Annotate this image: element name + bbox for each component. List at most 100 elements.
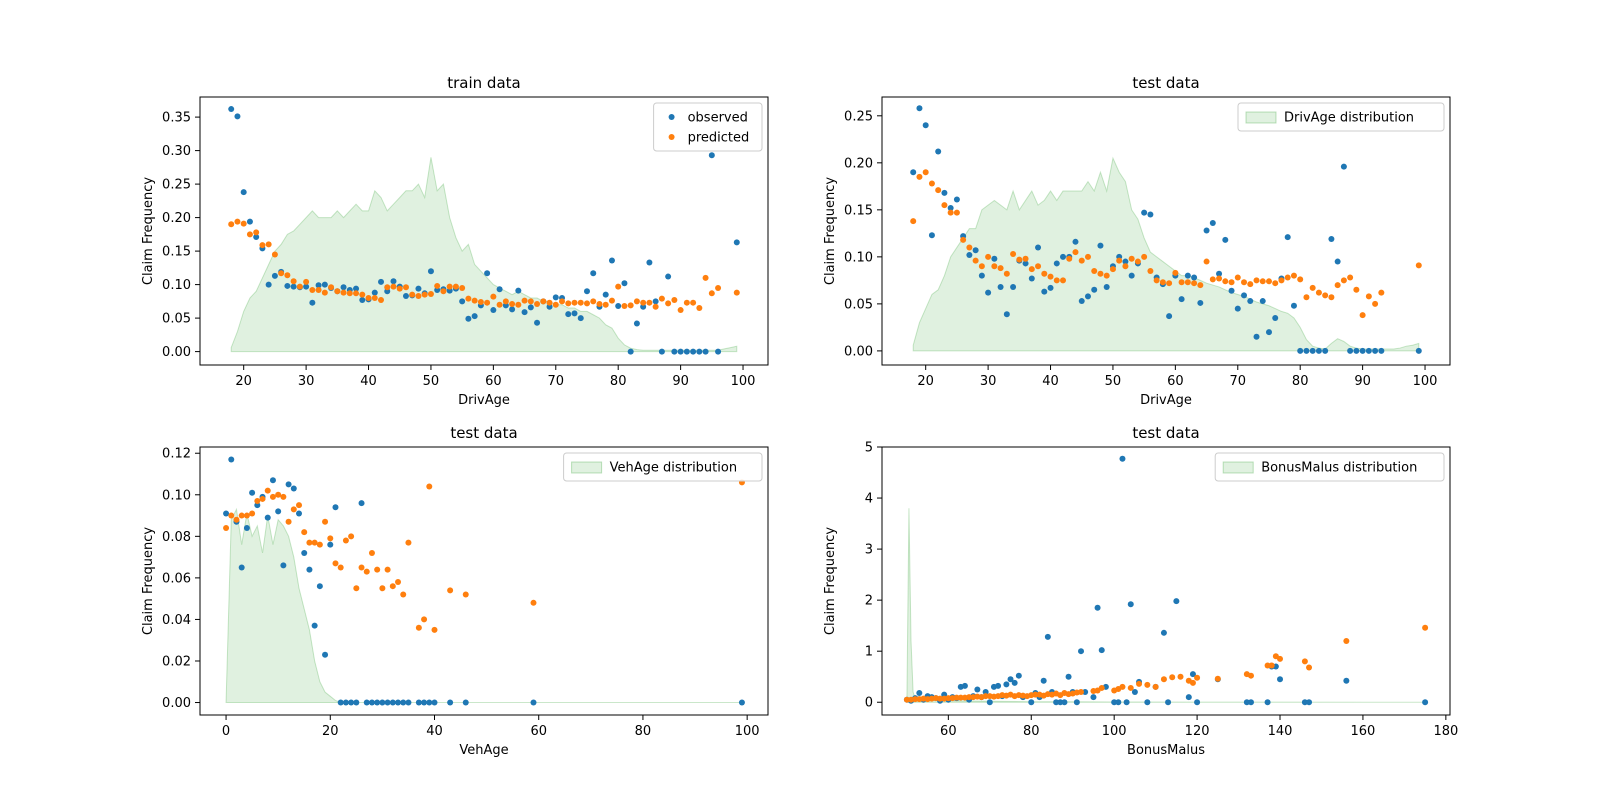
predicted-point xyxy=(322,518,329,525)
observed-point xyxy=(947,204,954,211)
predicted-point xyxy=(1214,675,1221,682)
observed-point xyxy=(1322,347,1329,354)
observed-point xyxy=(395,699,402,706)
observed-point xyxy=(521,309,528,316)
predicted-point xyxy=(415,292,422,299)
predicted-point xyxy=(1277,655,1284,662)
observed-point xyxy=(228,106,235,113)
observed-point xyxy=(280,562,287,569)
observed-point xyxy=(358,500,365,507)
observed-point xyxy=(275,508,282,515)
y-tick-label: 0.10 xyxy=(162,488,191,503)
y-tick-label: 0.05 xyxy=(844,297,873,312)
predicted-point xyxy=(284,272,291,279)
predicted-point xyxy=(903,696,910,703)
predicted-point xyxy=(953,694,960,701)
chart-panel-test-drivage: 20 30 40 50 60 70 80 90 100 0.00 0.05 0.10 0.15 0.20 0… xyxy=(823,74,1451,408)
observed-point xyxy=(1284,234,1291,241)
legend-label: BonusMalus distribution xyxy=(1261,461,1417,476)
legend-label: DrivAge distribution xyxy=(1284,111,1414,126)
predicted-point xyxy=(223,525,230,532)
observed-point xyxy=(1272,314,1279,321)
predicted-point xyxy=(1003,270,1010,277)
observed-point xyxy=(1060,253,1067,260)
observed-point xyxy=(1065,673,1072,680)
predicted-point xyxy=(1035,263,1042,270)
predicted-point xyxy=(332,560,339,567)
observed-point xyxy=(447,699,454,706)
axes-frame xyxy=(199,446,769,716)
predicted-point xyxy=(671,297,678,304)
predicted-point xyxy=(337,564,344,571)
predicted-point xyxy=(259,495,266,502)
observed-point xyxy=(1115,699,1122,706)
observed-point xyxy=(1082,689,1089,696)
observed-point xyxy=(627,348,634,355)
predicted-point xyxy=(1197,282,1204,289)
predicted-point xyxy=(1259,278,1266,285)
observed-point xyxy=(590,270,597,277)
observed-point xyxy=(715,348,722,355)
observed-point xyxy=(462,699,469,706)
observed-point xyxy=(953,196,960,203)
predicted-point xyxy=(358,564,365,571)
observed-point xyxy=(658,348,665,355)
predicted-point xyxy=(1347,274,1354,281)
predicted-point xyxy=(1066,255,1073,262)
predicted-point xyxy=(633,298,640,305)
predicted-point xyxy=(249,510,256,517)
observed-point xyxy=(1073,699,1080,706)
x-tick-label: 50 xyxy=(1105,374,1122,389)
observed-point xyxy=(254,502,261,509)
x-tick-label: 80 xyxy=(1023,724,1040,739)
observed-point xyxy=(368,699,375,706)
observed-point xyxy=(527,304,534,311)
predicted-point xyxy=(415,624,422,631)
observed-point xyxy=(1123,699,1130,706)
predicted-point xyxy=(1116,257,1123,264)
predicted-point xyxy=(389,583,396,590)
predicted-point xyxy=(690,299,697,306)
predicted-point xyxy=(708,290,715,297)
x-tick-label: 40 xyxy=(426,724,443,739)
observed-point xyxy=(1122,258,1129,265)
predicted-point xyxy=(1127,684,1134,691)
observed-point xyxy=(1084,293,1091,300)
x-axis-label: DrivAge xyxy=(1140,393,1192,408)
observed-point xyxy=(1185,694,1192,701)
observed-point xyxy=(1094,604,1101,611)
predicted-point xyxy=(396,285,403,292)
observed-point xyxy=(415,285,422,292)
observed-point xyxy=(284,282,291,289)
x-tick-label: 20 xyxy=(235,374,252,389)
observed-point xyxy=(1222,236,1229,243)
predicted-point xyxy=(462,591,469,598)
predicted-point xyxy=(1159,279,1166,286)
observed-point xyxy=(690,348,697,355)
predicted-point xyxy=(565,300,572,307)
observed-point xyxy=(421,699,428,706)
legend-patch xyxy=(1245,111,1277,124)
observed-point xyxy=(1334,258,1341,265)
observed-point xyxy=(1328,235,1335,242)
observed-point xyxy=(1259,298,1266,305)
predicted-point xyxy=(240,220,247,227)
observed-point xyxy=(1141,209,1148,216)
predicted-point xyxy=(559,298,566,305)
predicted-point xyxy=(1265,278,1272,285)
y-tick-label: 5 xyxy=(865,441,873,456)
observed-point xyxy=(1209,220,1216,227)
observed-point xyxy=(608,257,615,264)
observed-point xyxy=(1372,347,1379,354)
predicted-point xyxy=(997,265,1004,272)
observed-point xyxy=(400,699,407,706)
observed-point xyxy=(363,699,370,706)
observed-point xyxy=(1253,333,1260,340)
observed-point xyxy=(1178,296,1185,303)
observed-point xyxy=(405,699,412,706)
observed-point xyxy=(238,564,245,571)
predicted-point xyxy=(316,541,323,548)
observed-point xyxy=(378,278,385,285)
